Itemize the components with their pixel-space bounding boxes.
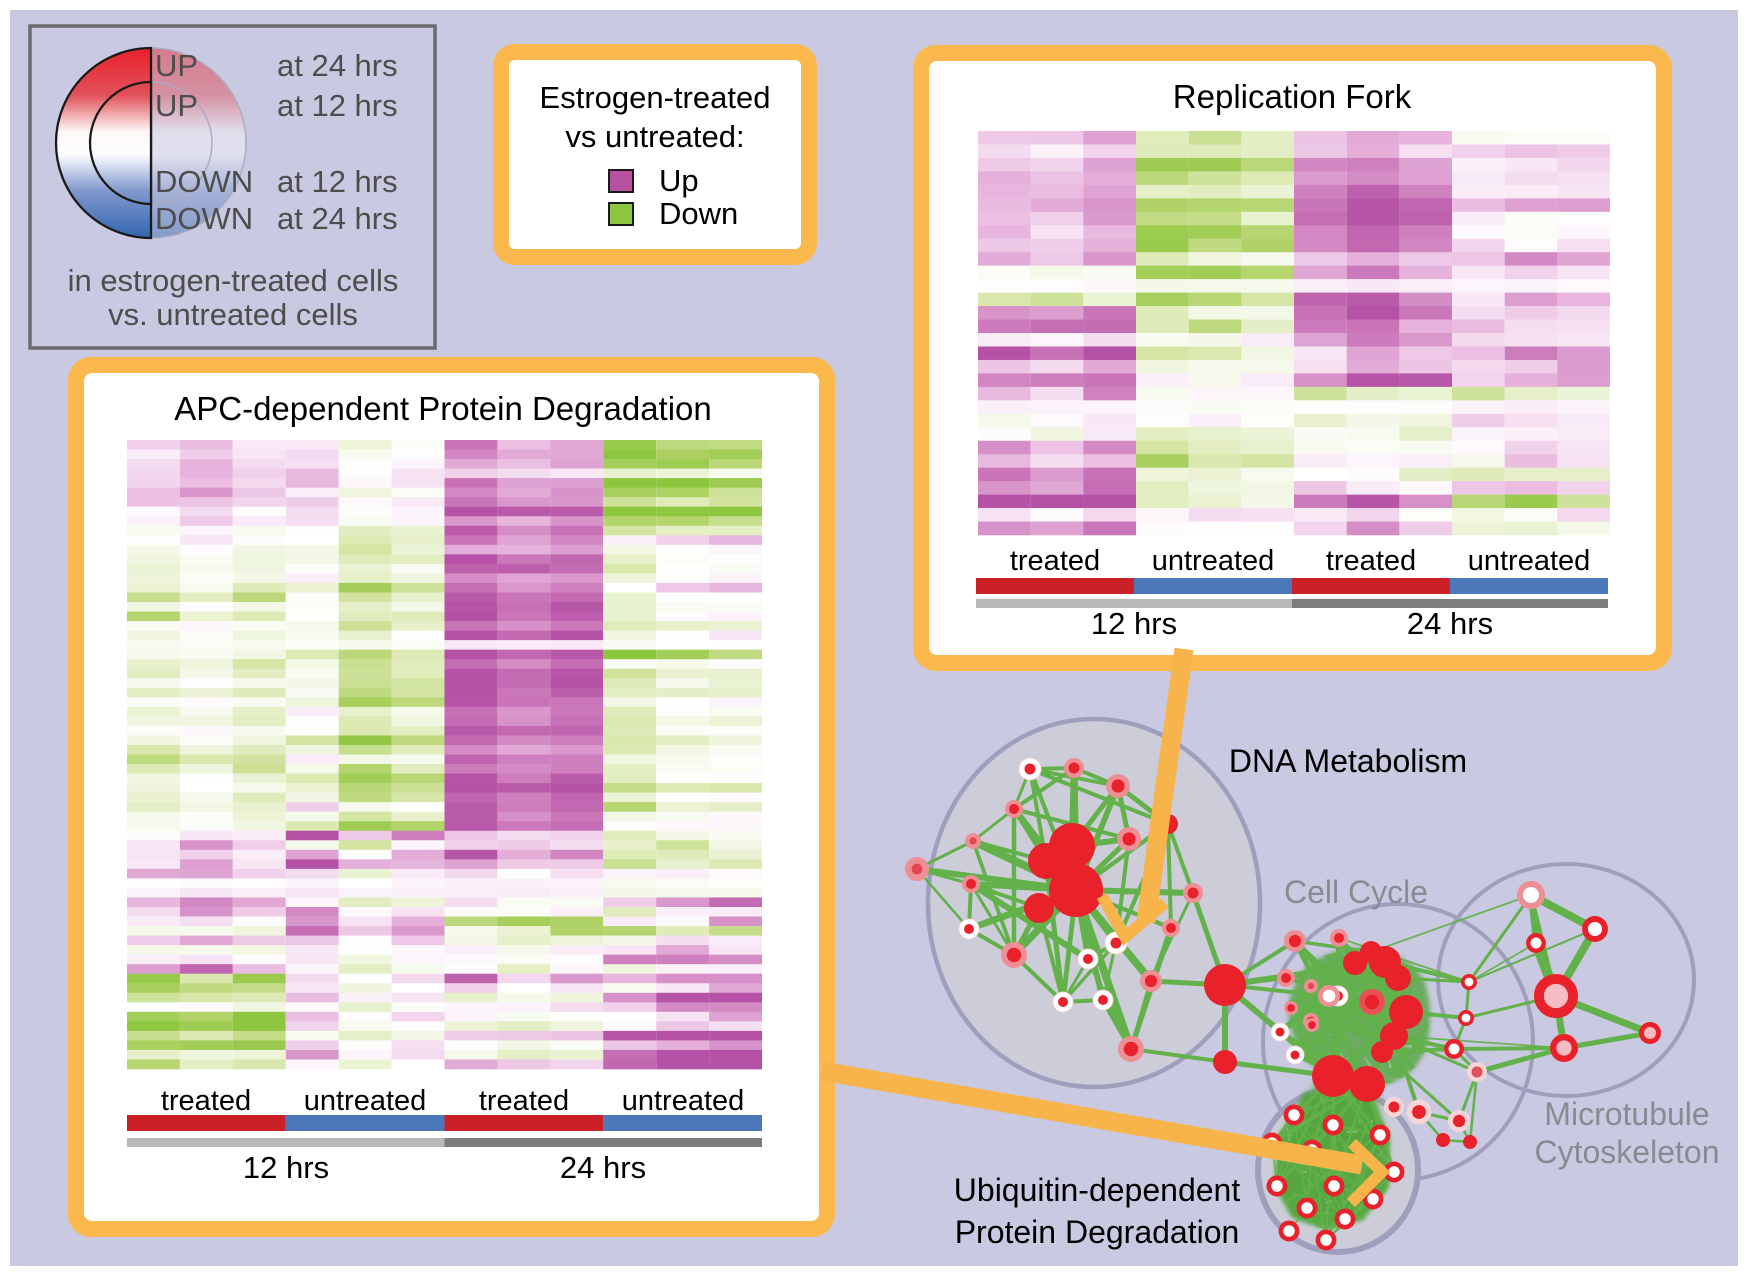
svg-text:treated: treated bbox=[161, 1085, 251, 1117]
svg-text:Cell Cycle: Cell Cycle bbox=[1284, 874, 1428, 910]
svg-text:untreated: untreated bbox=[1152, 545, 1275, 577]
svg-text:12 hrs: 12 hrs bbox=[243, 1150, 329, 1185]
svg-text:vs untreated:: vs untreated: bbox=[565, 119, 744, 154]
svg-text:Microtubule: Microtubule bbox=[1544, 1096, 1709, 1132]
svg-text:DOWN: DOWN bbox=[155, 201, 253, 236]
svg-text:Cytoskeleton: Cytoskeleton bbox=[1535, 1134, 1720, 1170]
svg-text:vs. untreated cells: vs. untreated cells bbox=[108, 297, 358, 332]
svg-text:untreated: untreated bbox=[304, 1085, 427, 1117]
svg-text:APC-dependent Protein Degradat: APC-dependent Protein Degradation bbox=[174, 390, 712, 427]
svg-text:untreated: untreated bbox=[1468, 545, 1591, 577]
svg-text:UP: UP bbox=[155, 88, 198, 123]
svg-text:at 12 hrs: at 12 hrs bbox=[277, 88, 398, 123]
svg-text:treated: treated bbox=[1326, 545, 1416, 577]
svg-text:UP: UP bbox=[155, 48, 198, 83]
svg-text:DOWN: DOWN bbox=[155, 164, 253, 199]
svg-text:untreated: untreated bbox=[622, 1085, 745, 1117]
svg-text:Protein Degradation: Protein Degradation bbox=[955, 1214, 1240, 1250]
svg-text:treated: treated bbox=[1010, 545, 1100, 577]
svg-text:in estrogen-treated cells: in estrogen-treated cells bbox=[68, 263, 399, 298]
svg-text:at 24 hrs: at 24 hrs bbox=[277, 48, 398, 83]
svg-text:Estrogen-treated: Estrogen-treated bbox=[540, 80, 771, 115]
svg-text:Ubiquitin-dependent: Ubiquitin-dependent bbox=[954, 1172, 1241, 1208]
svg-text:DNA Metabolism: DNA Metabolism bbox=[1229, 743, 1467, 779]
svg-text:Up: Up bbox=[659, 163, 699, 198]
svg-text:Down: Down bbox=[659, 196, 738, 231]
svg-text:treated: treated bbox=[479, 1085, 569, 1117]
svg-text:at 12 hrs: at 12 hrs bbox=[277, 164, 398, 199]
svg-text:24 hrs: 24 hrs bbox=[560, 1150, 646, 1185]
svg-text:24 hrs: 24 hrs bbox=[1407, 606, 1493, 641]
svg-text:12 hrs: 12 hrs bbox=[1091, 606, 1177, 641]
svg-text:Replication Fork: Replication Fork bbox=[1173, 78, 1412, 115]
svg-text:at 24 hrs: at 24 hrs bbox=[277, 201, 398, 236]
